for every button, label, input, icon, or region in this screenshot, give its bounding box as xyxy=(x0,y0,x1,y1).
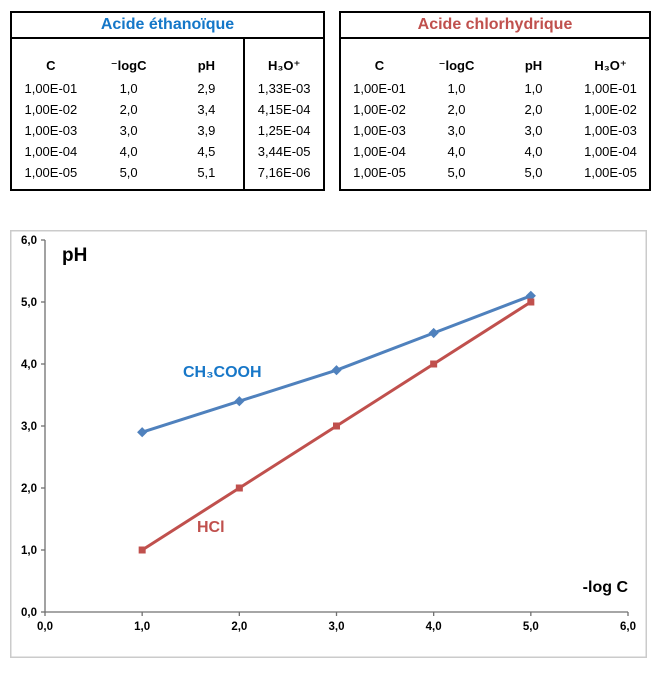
y-axis-title: pH xyxy=(62,245,87,266)
y-axis-tick-label: 5,0 xyxy=(21,297,37,309)
table-cell: 5,0 xyxy=(524,165,543,180)
table-cell: 1,00E-03 xyxy=(353,123,406,138)
hydrochloric-acid-table: Acide chlorhydrique C ⁻logC pH H₃O⁺ 1,00E-01… xyxy=(339,11,651,191)
column-header: ⁻logC xyxy=(438,58,475,73)
table-cell: 1,33E-03 xyxy=(257,81,311,96)
table-row: 1,00E-04 4,0 4,5 3,44E-05 xyxy=(12,141,323,162)
column-header: ⁻logC xyxy=(110,58,147,73)
table-row: 1,00E-02 2,0 2,0 1,00E-02 xyxy=(341,99,649,120)
table-row: 1,00E-01 1,0 2,9 1,33E-03 xyxy=(12,78,323,99)
table-cell: 1,00E-02 xyxy=(24,102,78,117)
table-vertical-divider xyxy=(243,39,245,189)
square-marker xyxy=(235,484,243,492)
table-cell: 1,00E-04 xyxy=(24,144,78,159)
table-cell: 1,00E-02 xyxy=(584,102,637,117)
ethanoic-acid-table-body: C ⁻logC pH H₃O⁺ 1,00E-01 1,0 2,9 1,33E-03 1,00E-… xyxy=(12,39,323,183)
table-cell: 1,00E-05 xyxy=(24,165,78,180)
column-header: C xyxy=(46,58,56,73)
table-header-row: C ⁻logC pH H₃O⁺ xyxy=(341,53,649,78)
diamond-marker xyxy=(331,365,342,376)
column-header: C xyxy=(374,58,385,73)
diamond-marker xyxy=(137,427,148,438)
x-axis-tick-label: 1,0 xyxy=(134,621,150,633)
table-cell: 1,00E-01 xyxy=(353,81,406,96)
table-cell: 3,44E-05 xyxy=(257,144,311,159)
x-axis-tick-label: 2,0 xyxy=(231,621,247,633)
table-cell: 3,4 xyxy=(197,102,216,117)
table-cell: 7,16E-06 xyxy=(257,165,311,180)
table-row: 1,00E-04 4,0 4,0 1,00E-04 xyxy=(341,141,649,162)
table-row: 1,00E-05 5,0 5,1 7,16E-06 xyxy=(12,162,323,183)
table-cell: 1,00E-01 xyxy=(24,81,78,96)
hydrochloric-acid-table-body: C ⁻logC pH H₃O⁺ 1,00E-01 1,0 1,0 1,00E-01 1,00E-… xyxy=(341,39,649,183)
square-marker xyxy=(527,298,535,306)
x-axis-tick-label: 5,0 xyxy=(523,621,539,633)
y-axis-tick-label: 4,0 xyxy=(21,359,37,371)
y-axis-tick-label: 1,0 xyxy=(21,545,37,557)
x-axis-tick-label: 4,0 xyxy=(426,621,442,633)
diamond-marker xyxy=(428,327,439,339)
table-cell: 2,0 xyxy=(524,102,543,117)
x-axis-tick-label: 3,0 xyxy=(329,621,345,633)
square-marker xyxy=(138,546,146,554)
table-cell: 3,0 xyxy=(524,123,543,138)
y-axis-tick-label: 0,0 xyxy=(21,607,37,619)
chart-canvas: 0,0 1,0 2,0 3,0 4,0 5,0 6,0 0,0 1,0 2,0 3,0 4,0 5,0 6… xyxy=(10,230,647,658)
table-row: 1,00E-02 2,0 3,4 4,15E-04 xyxy=(12,99,323,120)
column-header: pH xyxy=(524,58,543,73)
table-cell: 4,0 xyxy=(447,144,466,159)
diamond-marker xyxy=(234,396,245,407)
table-row: 1,00E-03 3,0 3,0 1,00E-03 xyxy=(341,120,649,141)
table-header-row: C ⁻logC pH H₃O⁺ xyxy=(12,53,323,78)
table-cell: 4,0 xyxy=(524,144,543,159)
column-header: pH xyxy=(197,58,216,73)
table-cell: 4,15E-04 xyxy=(257,102,311,117)
table-cell: 2,0 xyxy=(447,102,466,117)
table-cell: 5,1 xyxy=(197,165,216,180)
table-cell: 5,0 xyxy=(119,165,138,180)
table-cell: 5,0 xyxy=(447,165,466,180)
x-axis-tick-label: 6,0 xyxy=(620,621,636,633)
series-label-hcl: HCl xyxy=(197,519,225,536)
table-cell: 4,0 xyxy=(119,144,138,159)
hydrochloric-acid-table-title: Acide chlorhydrique xyxy=(341,13,649,39)
y-axis-tick-label: 2,0 xyxy=(21,483,37,495)
ethanoic-acid-table-title: Acide éthanoïque xyxy=(12,13,323,39)
table-cell: 2,9 xyxy=(197,81,216,96)
table-cell: 1,00E-01 xyxy=(584,81,637,96)
table-row: 1,00E-03 3,0 3,9 1,25E-04 xyxy=(12,120,323,141)
column-header: H₃O⁺ xyxy=(267,58,301,73)
table-cell: 1,00E-04 xyxy=(584,144,637,159)
table-cell: 1,00E-05 xyxy=(353,165,406,180)
table-cell: 1,25E-04 xyxy=(257,123,311,138)
table-row: 1,00E-01 1,0 1,0 1,00E-01 xyxy=(341,78,649,99)
ethanoic-acid-table: Acide éthanoïque C ⁻logC pH H₃O⁺ 1,00E-01 1,0… xyxy=(10,11,325,191)
series-label-ch3cooh: CH₃COOH xyxy=(183,364,262,381)
table-cell: 1,00E-05 xyxy=(584,165,637,180)
table-cell: 3,0 xyxy=(119,123,138,138)
table-cell: 1,0 xyxy=(524,81,543,96)
x-axis-tick-label: 0,0 xyxy=(37,621,53,633)
table-cell: 3,0 xyxy=(447,123,466,138)
chart-border xyxy=(10,230,647,658)
table-cell: 1,00E-02 xyxy=(353,102,406,117)
column-header: H₃O⁺ xyxy=(594,58,627,73)
table-cell: 1,0 xyxy=(447,81,466,96)
y-axis-tick-label: 3,0 xyxy=(21,421,37,433)
table-cell: 1,00E-03 xyxy=(584,123,637,138)
table-cell: 1,00E-03 xyxy=(24,123,78,138)
table-cell: 1,00E-04 xyxy=(353,144,406,159)
square-marker xyxy=(333,422,340,430)
table-cell: 3,9 xyxy=(197,123,216,138)
table-row: 1,00E-05 5,0 5,0 1,00E-05 xyxy=(341,162,649,183)
ph-vs-logc-chart: 0,0 1,0 2,0 3,0 4,0 5,0 6,0 0,0 1,0 2,0 3,0 4,0 5,0 6… xyxy=(10,230,647,658)
x-axis-title: -log C xyxy=(583,579,629,596)
table-cell: 4,5 xyxy=(197,144,216,159)
table-cell: 1,0 xyxy=(119,81,138,96)
square-marker xyxy=(430,360,438,368)
table-cell: 2,0 xyxy=(119,102,138,117)
y-axis-tick-label: 6,0 xyxy=(21,235,37,247)
